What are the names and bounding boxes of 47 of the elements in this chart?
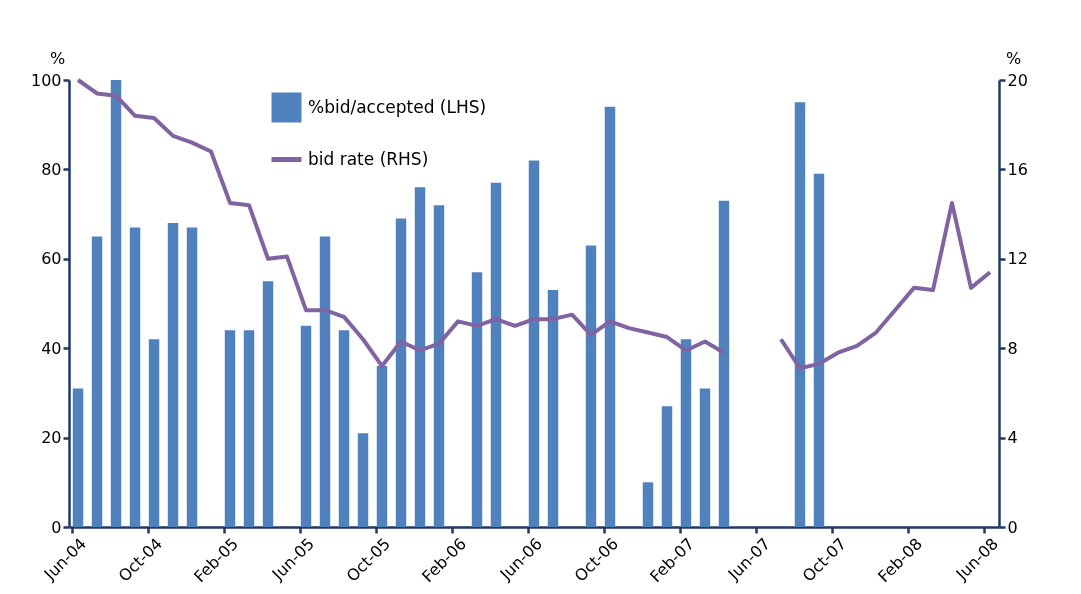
bar (167, 223, 179, 527)
y-tick-label: 20 (41, 428, 62, 448)
y2-tick-label: 16 (1007, 159, 1028, 179)
bar (661, 406, 673, 527)
bar (699, 388, 711, 527)
y-tick-label: 100 (30, 70, 62, 90)
y2-tick-label: 4 (1007, 428, 1018, 448)
bar (528, 160, 540, 527)
y2-tick-label: 12 (1007, 249, 1028, 269)
y2-tick-label: 8 (1007, 338, 1018, 358)
y2-axis-title: % (1005, 48, 1022, 68)
bar (186, 227, 198, 527)
bar (357, 433, 369, 527)
bar (794, 102, 806, 527)
bar (300, 325, 312, 527)
legend-label: bid rate (RHS) (308, 148, 429, 169)
bar (110, 80, 122, 527)
bar (642, 482, 654, 527)
y-tick-label: 40 (41, 338, 62, 358)
y-tick-label: 60 (41, 249, 62, 269)
bar (338, 330, 350, 527)
bar (395, 218, 407, 527)
bar (148, 339, 160, 527)
y-tick-label: 0 (51, 517, 62, 537)
bar (604, 106, 616, 527)
y-axis-title: % (49, 48, 66, 68)
bar (262, 281, 274, 527)
bar (471, 272, 483, 527)
bar (680, 339, 692, 527)
y2-tick-label: 0 (1007, 517, 1018, 537)
bar (72, 388, 84, 527)
y-tick-label: 80 (41, 159, 62, 179)
legend-label: %bid/accepted (LHS) (308, 96, 487, 117)
bar (490, 182, 502, 527)
bar (718, 200, 730, 527)
bar (91, 236, 103, 527)
bar (547, 290, 559, 527)
bar (243, 330, 255, 527)
bar (129, 227, 141, 527)
bar (224, 330, 236, 527)
bar (433, 205, 445, 527)
bar (414, 187, 426, 527)
bar (319, 236, 331, 527)
y2-tick-label: 20 (1007, 70, 1028, 90)
bar (585, 245, 597, 527)
bar (813, 173, 825, 527)
bar (376, 366, 388, 527)
